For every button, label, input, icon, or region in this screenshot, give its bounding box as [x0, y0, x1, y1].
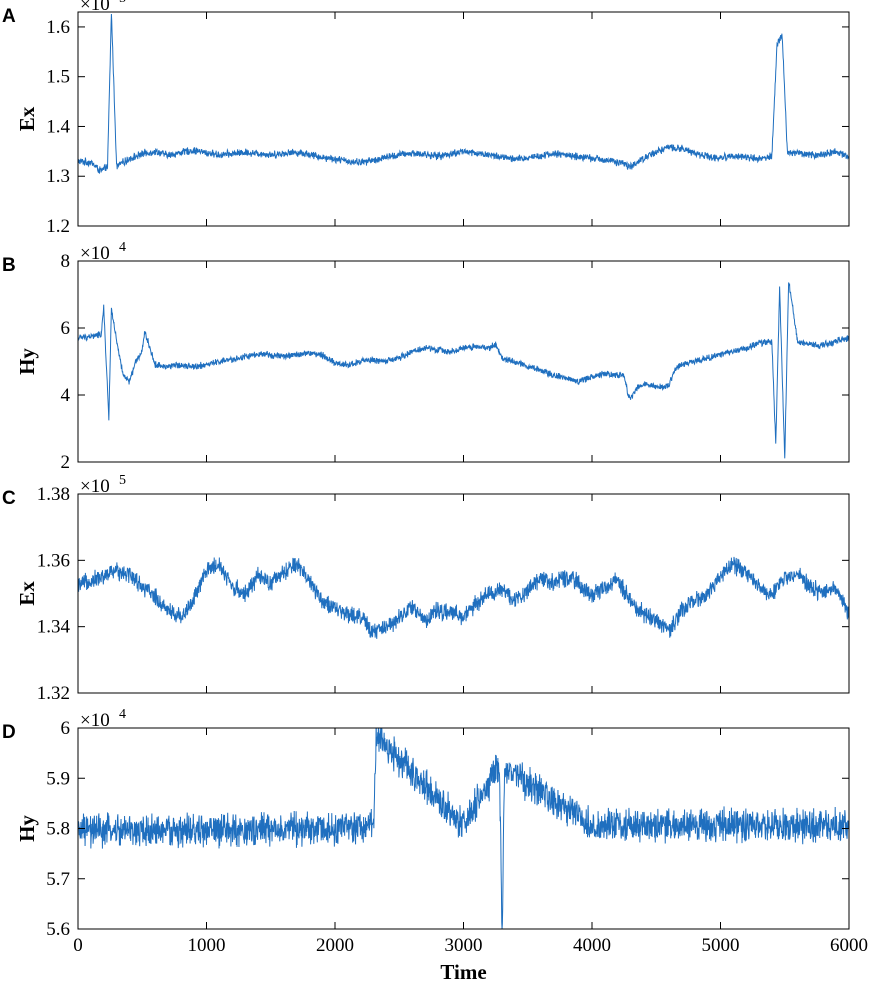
x-tick-label: 2000 [316, 935, 354, 956]
y-tick-label: 5.8 [46, 819, 70, 840]
y-tick-label: 1.2 [46, 216, 70, 237]
series-line-d [78, 728, 849, 929]
plot-frame [77, 11, 850, 227]
exponent-label: ×10 [80, 0, 110, 15]
y-axis-label: Hy [15, 348, 39, 375]
exponent-power: 4 [119, 707, 126, 722]
panel-d: 5.6 5.7 5.8 5.9 6 0 1000 2000 3000 4000 5000 6000 Ti… [2, 707, 868, 984]
y-tick-label: 2 [61, 452, 71, 473]
series-line-a [78, 14, 849, 175]
y-axis-label: Ex [15, 581, 39, 606]
x-tick-label: 1000 [188, 935, 226, 956]
x-tick-label: 4000 [573, 935, 611, 956]
y-tick-label: 1.32 [37, 683, 70, 704]
y-tick-label: 6 [61, 318, 71, 339]
panel-a: 1.2 1.3 1.4 1.5 1.6 Ex ×10 5 A [2, 0, 850, 237]
y-tick-label: 1.34 [37, 617, 71, 638]
exponent-power: 4 [119, 240, 126, 255]
panel-letter: A [2, 6, 16, 27]
x-tick-label: 3000 [445, 935, 483, 956]
y-tick-label: 1.3 [46, 166, 70, 187]
panel-b: 2 4 6 8 Hy ×10 4 B [2, 240, 850, 473]
y-tick-label: 4 [61, 385, 71, 406]
panel-letter: C [2, 488, 16, 509]
x-tick-label: 6000 [830, 935, 868, 956]
y-tick-label: 1.38 [37, 484, 70, 505]
panel-letter: D [2, 722, 16, 743]
panel-c: 1.32 1.34 1.36 1.38 Ex ×10 5 C [2, 473, 850, 704]
exponent-label: ×10 [80, 243, 110, 264]
exponent-power: 5 [119, 0, 126, 6]
series-line-c [78, 556, 849, 639]
exponent-power: 5 [119, 473, 126, 488]
y-tick-label: 5.9 [46, 768, 70, 789]
y-tick-label: 5.6 [46, 919, 70, 940]
y-axis-label: Ex [15, 106, 39, 131]
x-axis-label: Time [440, 960, 486, 984]
panel-letter: B [2, 255, 16, 276]
series-line-b [78, 282, 849, 459]
y-tick-label: 5.7 [46, 869, 70, 890]
exponent-label: ×10 [80, 476, 110, 497]
x-tick-label: 5000 [702, 935, 740, 956]
y-tick-label: 1.5 [46, 67, 70, 88]
y-tick-label: 6 [61, 718, 71, 739]
y-tick-label: 1.4 [46, 116, 70, 137]
y-tick-label: 8 [61, 251, 71, 272]
y-tick-label: 1.6 [46, 17, 70, 38]
plot-frame [77, 260, 850, 463]
x-tick-label: 0 [73, 935, 83, 956]
y-axis-label: Hy [15, 815, 39, 842]
y-tick-label: 1.36 [37, 550, 70, 571]
exponent-label: ×10 [80, 710, 110, 731]
